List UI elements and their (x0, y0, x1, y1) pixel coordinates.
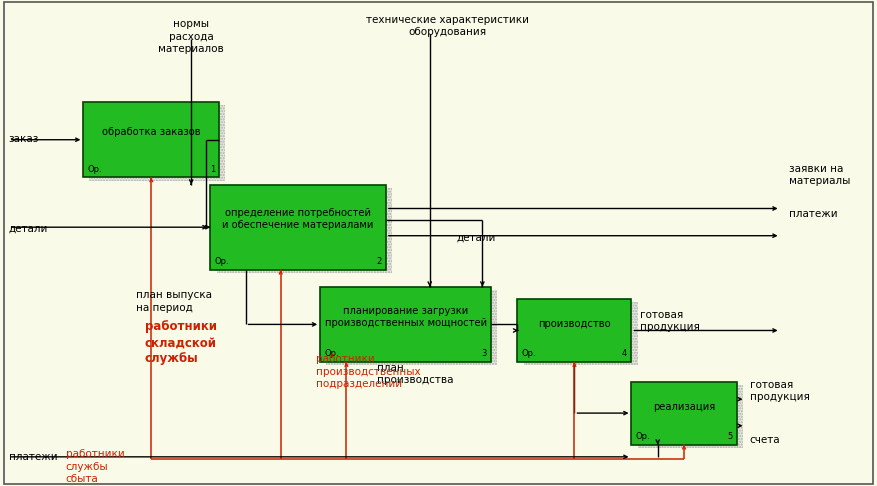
Text: обработка заказов: обработка заказов (102, 127, 201, 137)
Text: Ор.: Ор. (88, 164, 103, 174)
Text: реализация: реализация (653, 402, 715, 412)
Bar (631, 382, 737, 445)
Text: Ор.: Ор. (636, 432, 651, 441)
Text: работники
производственных
подразделений: работники производственных подразделений (316, 354, 420, 389)
Text: нормы
расхода
материалов: нормы расхода материалов (159, 19, 224, 54)
Text: заказ: заказ (9, 134, 39, 143)
Text: детали: детали (9, 224, 48, 233)
Bar (83, 102, 219, 177)
Bar (524, 302, 638, 365)
Bar (89, 105, 225, 181)
Text: план выпуска
на период: план выпуска на период (136, 290, 212, 312)
Text: план
производства: план производства (377, 363, 453, 385)
Bar (517, 299, 631, 362)
Text: 2: 2 (376, 257, 381, 266)
Text: заявки на
материалы: заявки на материалы (789, 164, 851, 186)
Text: производство: производство (538, 319, 610, 329)
Bar (638, 385, 743, 448)
Text: определение потребностей
и обеспечение материалами: определение потребностей и обеспечение м… (223, 208, 374, 230)
Bar (524, 302, 638, 365)
Bar (217, 188, 392, 273)
Bar (217, 188, 392, 273)
Text: 4: 4 (622, 349, 627, 358)
Text: работники
складской
службы: работники складской службы (145, 320, 217, 365)
Bar (326, 290, 497, 365)
Bar (89, 105, 225, 181)
Text: счета: счета (750, 435, 781, 445)
Bar (210, 185, 386, 270)
Bar (638, 385, 743, 448)
Text: 1: 1 (210, 164, 215, 174)
Text: готовая
продукция: готовая продукция (640, 310, 700, 332)
Text: технические характеристики
оборудования: технические характеристики оборудования (366, 15, 529, 37)
Text: Ор.: Ор. (324, 349, 339, 358)
Text: Ор.: Ор. (215, 257, 230, 266)
Bar (320, 287, 491, 362)
Text: 3: 3 (481, 349, 487, 358)
Text: планирование загрузки
производственных мощностей: планирование загрузки производственных м… (324, 306, 487, 328)
Text: 5: 5 (727, 432, 732, 441)
Bar (326, 290, 497, 365)
Text: платежи: платежи (789, 209, 838, 219)
Text: Ор.: Ор. (522, 349, 537, 358)
Text: платежи: платежи (9, 452, 57, 462)
Text: готовая
продукция: готовая продукция (750, 380, 809, 402)
Text: работники
службы
сбыта: работники службы сбыта (66, 449, 125, 484)
Text: детали: детали (456, 233, 496, 243)
